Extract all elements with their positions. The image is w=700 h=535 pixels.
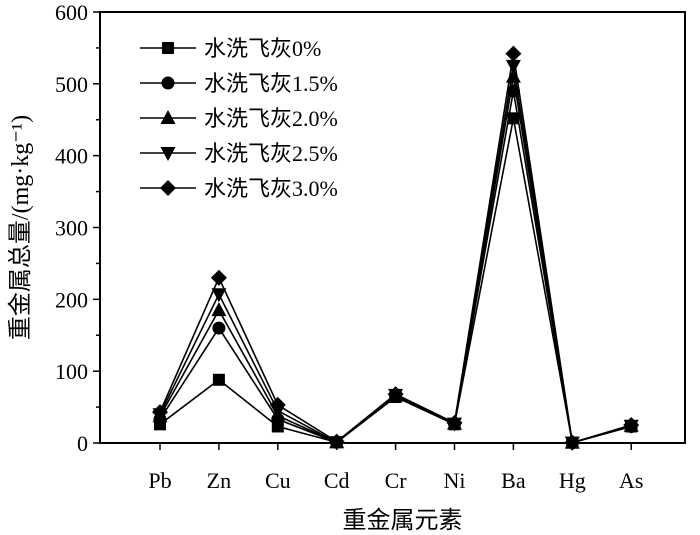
series-layer (152, 45, 640, 451)
x-axis-title: 重金属元素 (343, 507, 463, 534)
data-point-square (507, 112, 520, 125)
x-tick-label: Hg (559, 468, 586, 493)
y-tick-label: 400 (55, 144, 88, 169)
data-point-diamond (210, 269, 227, 286)
data-point-triangle-down (505, 59, 521, 74)
data-point-square (212, 373, 225, 386)
data-point-diamond (564, 434, 581, 451)
legend-item: 水洗飞灰2.5% (140, 141, 338, 166)
series-5 (152, 45, 640, 451)
x-tick-label: As (619, 468, 643, 493)
legend-item: 水洗飞灰2.0% (140, 106, 338, 131)
x-tick-label: Zn (207, 468, 231, 493)
legend-marker-diamond (160, 180, 176, 196)
data-point-diamond (623, 417, 640, 434)
legend-item: 水洗飞灰1.5% (140, 71, 338, 96)
axes: 0 100 200 300 400 500 600 Pb Zn Cu Cd Cr Ni Ba Hg As (55, 0, 686, 493)
legend-label: 水洗飞灰3.0% (204, 176, 338, 201)
legend-marker-square (162, 42, 174, 54)
x-tick-label: Cd (324, 468, 350, 493)
y-tick-label: 600 (55, 0, 88, 25)
data-point-triangle-down (211, 288, 227, 303)
legend-label: 水洗飞灰1.5% (204, 71, 338, 96)
plot-frame (99, 11, 686, 444)
y-tick-label: 100 (55, 359, 88, 384)
data-point-diamond (328, 433, 345, 450)
data-point-diamond (446, 414, 463, 431)
data-point-diamond (269, 396, 286, 413)
x-tick-label: Cr (385, 468, 408, 493)
x-tick-label: Ba (501, 468, 526, 493)
data-point-triangle-up (211, 302, 227, 317)
data-point-diamond (387, 386, 404, 403)
legend-marker-triangle-up (160, 110, 176, 124)
legend-label: 水洗飞灰2.0% (204, 106, 338, 131)
legend-label: 水洗飞灰2.5% (204, 141, 338, 166)
y-tick-label: 300 (55, 216, 88, 241)
y-tick-label: 500 (55, 72, 88, 97)
data-point-diamond (505, 45, 522, 62)
x-tick-label: Ni (444, 468, 466, 493)
data-point-circle (212, 321, 226, 335)
legend: 水洗飞灰0% 水洗飞灰1.5% 水洗飞灰2.0% 水洗飞灰2.5% 水洗飞灰3.0% (140, 36, 338, 201)
legend-item: 水洗飞灰3.0% (140, 176, 338, 201)
legend-item: 水洗飞灰0% (140, 36, 321, 61)
legend-label: 水洗飞灰0% (204, 36, 321, 61)
x-tick-label: Cu (265, 468, 291, 493)
legend-marker-circle (161, 76, 175, 90)
x-tick-label: Pb (148, 468, 171, 493)
y-tick-label: 200 (55, 287, 88, 312)
y-tick-label: 0 (77, 431, 88, 456)
legend-marker-triangle-down (160, 147, 176, 161)
data-point-diamond (152, 404, 168, 421)
y-axis-title: 重金属总量/(mg·kg⁻¹) (7, 115, 34, 340)
